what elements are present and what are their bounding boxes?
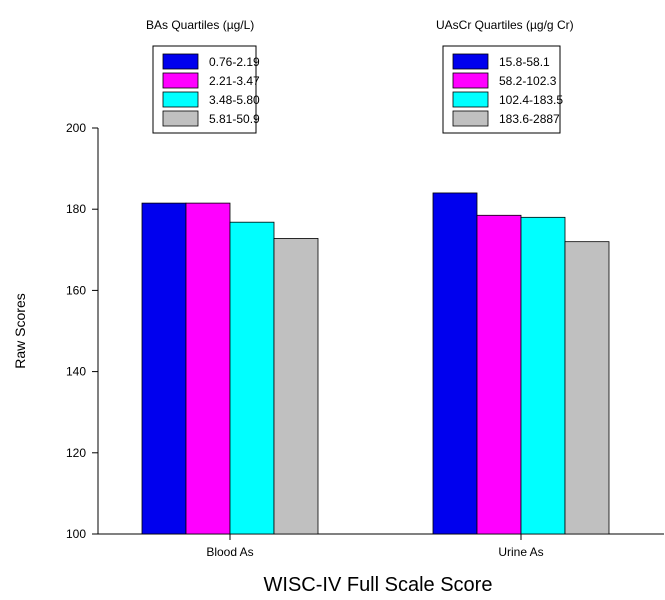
y-tick-label: 120 xyxy=(66,446,86,460)
bar-blood-as-4 xyxy=(273,238,319,535)
legend-swatch xyxy=(162,72,199,89)
legend-label: 3.48-5.80 xyxy=(209,93,260,107)
y-ticks: 100 120 140 160 180 200 xyxy=(66,121,98,541)
bars xyxy=(141,192,610,535)
legend-swatch xyxy=(452,72,489,89)
legend-label: 5.81-50.9 xyxy=(209,112,260,126)
y-tick-label: 200 xyxy=(66,121,86,135)
bar-blood-as-2 xyxy=(185,202,231,535)
legend-swatch xyxy=(452,110,489,127)
bar-blood-as-3 xyxy=(229,221,275,535)
bar-blood-as-1 xyxy=(141,202,187,535)
legend-label: 183.6-2887 xyxy=(499,112,560,126)
legend-swatch xyxy=(162,53,199,70)
y-tick-label: 100 xyxy=(66,527,86,541)
legend-label: 2.21-3.47 xyxy=(209,74,260,88)
bar-urine-as-3 xyxy=(520,216,566,535)
legend-entries: 0.76-2.19 2.21-3.47 3.48-5.80 5.81-50.9 15.8… xyxy=(162,53,563,127)
legend-swatch xyxy=(452,53,489,70)
legend-label: 58.2-102.3 xyxy=(499,74,557,88)
bar-urine-as-2 xyxy=(476,214,522,535)
category-label: Urine As xyxy=(498,545,543,559)
legend-swatch xyxy=(452,91,489,108)
legend-swatch xyxy=(162,91,199,108)
bar-urine-as-4 xyxy=(564,241,610,535)
category-label: Blood As xyxy=(206,545,253,559)
legend-label: 102.4-183.5 xyxy=(499,93,563,107)
x-axis-label: WISC-IV Full Scale Score xyxy=(264,574,493,596)
legend-label: 0.76-2.19 xyxy=(209,55,260,69)
y-tick-label: 180 xyxy=(66,202,86,216)
y-axis-label: Raw Scores xyxy=(12,293,28,368)
legend-title-uascr: UAsCr Quartiles (µg/g Cr) xyxy=(436,18,574,32)
y-tick-label: 140 xyxy=(66,365,86,379)
legend-swatch xyxy=(162,110,199,127)
y-tick-label: 160 xyxy=(66,283,86,297)
legend-title-bas: BAs Quartiles (µg/L) xyxy=(146,18,254,32)
category-labels: Blood As Urine As xyxy=(206,534,544,559)
bar-urine-as-1 xyxy=(432,192,478,535)
legend-label: 15.8-58.1 xyxy=(499,55,550,69)
